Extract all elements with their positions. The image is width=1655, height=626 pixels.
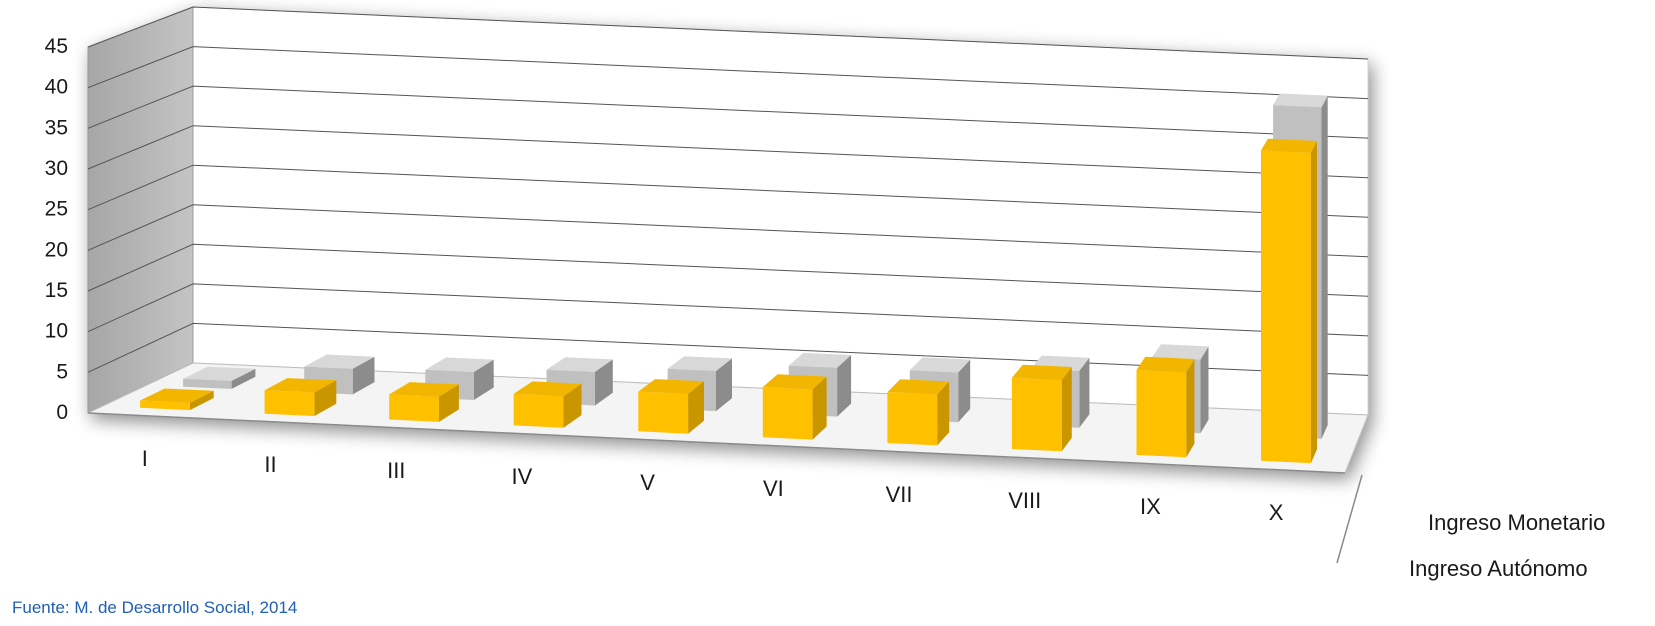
bar-front bbox=[887, 392, 938, 446]
x-tick-label: V bbox=[640, 470, 655, 495]
bar-side bbox=[688, 381, 704, 434]
bar-ingreso-monetario-I bbox=[183, 366, 256, 389]
bar-ingreso-autonomo-VIII bbox=[1011, 364, 1072, 452]
bar-top bbox=[513, 381, 582, 397]
bar-ingreso-autonomo-VII bbox=[887, 379, 950, 446]
bar-top bbox=[667, 356, 732, 371]
bar-top bbox=[1011, 364, 1072, 380]
gridline bbox=[87, 283, 1369, 337]
bar-side bbox=[439, 384, 459, 422]
bar-top bbox=[1273, 93, 1328, 108]
series-label-ingreso-autonomo: Ingreso Autónomo bbox=[1409, 556, 1588, 581]
bar-side bbox=[1310, 141, 1317, 464]
bar-top bbox=[304, 354, 375, 369]
bar-top bbox=[546, 357, 613, 372]
bar-front bbox=[264, 390, 315, 416]
gridline bbox=[87, 46, 1369, 100]
bar-front bbox=[638, 391, 689, 434]
side-wall bbox=[87, 6, 194, 414]
gridline bbox=[87, 125, 1369, 179]
x-tick-label: X bbox=[1269, 500, 1284, 525]
bar-side bbox=[937, 381, 950, 446]
gridline bbox=[87, 164, 1369, 218]
y-tick-label: 25 bbox=[45, 198, 68, 221]
x-tick-label: VIII bbox=[1008, 488, 1041, 513]
bar-top bbox=[140, 388, 214, 403]
bar-ingreso-autonomo-I bbox=[140, 388, 214, 411]
x-tick-label: II bbox=[264, 452, 276, 477]
bar-side bbox=[189, 390, 214, 411]
depth-axis-line bbox=[1336, 474, 1363, 564]
bar-front bbox=[183, 378, 232, 389]
gridline bbox=[87, 243, 1369, 297]
y-tick-label: 5 bbox=[56, 360, 68, 383]
bar-front bbox=[140, 400, 190, 411]
bar-top bbox=[1261, 138, 1317, 153]
bar-side bbox=[837, 355, 852, 417]
x-tick-label: VI bbox=[763, 476, 784, 501]
bar-ingreso-autonomo-II bbox=[264, 378, 337, 416]
bar-ingreso-autonomo-VI bbox=[762, 374, 827, 440]
bar-side bbox=[716, 358, 732, 412]
bar-side bbox=[594, 359, 613, 406]
bar-top bbox=[1136, 356, 1195, 373]
y-tick-label: 15 bbox=[45, 279, 68, 302]
bar-side bbox=[352, 356, 375, 395]
bar-top bbox=[183, 366, 256, 381]
bar-top bbox=[788, 352, 852, 368]
x-tick-label: III bbox=[387, 458, 405, 483]
bar-top bbox=[1152, 344, 1209, 360]
bar-top bbox=[264, 378, 337, 393]
bar-front bbox=[389, 394, 439, 422]
bar-front bbox=[1136, 369, 1187, 458]
bar-ingreso-autonomo-V bbox=[638, 379, 704, 434]
x-tick-label: I bbox=[142, 446, 148, 471]
bar-side bbox=[563, 383, 582, 428]
bar-side bbox=[1200, 346, 1209, 434]
x-tick-label: IV bbox=[512, 464, 533, 489]
y-tick-label: 30 bbox=[45, 157, 68, 180]
bar-side bbox=[1079, 357, 1090, 428]
x-tick-label: VII bbox=[886, 482, 913, 507]
y-tick-label: 20 bbox=[45, 238, 68, 261]
bar-top bbox=[762, 374, 827, 390]
bar-top bbox=[638, 379, 704, 394]
bar-top bbox=[909, 357, 971, 373]
source-note: Fuente: M. de Desarrollo Social, 2014 bbox=[12, 598, 298, 617]
bar-front bbox=[1261, 150, 1311, 464]
gridlines bbox=[87, 6, 1369, 376]
bar-top bbox=[887, 379, 950, 395]
gridline bbox=[87, 85, 1369, 139]
y-tick-label: 40 bbox=[45, 76, 68, 99]
series-label-ingreso-monetario: Ingreso Monetario bbox=[1428, 510, 1605, 535]
bar-side bbox=[314, 380, 337, 416]
y-tick-label: 10 bbox=[45, 320, 68, 343]
bar-side bbox=[1321, 95, 1328, 439]
bar-front bbox=[1011, 377, 1062, 452]
y-tick-label: 35 bbox=[45, 116, 68, 139]
bar-side bbox=[473, 359, 494, 400]
bar-top bbox=[425, 357, 494, 372]
x-axis-line bbox=[87, 412, 1346, 474]
gridline bbox=[87, 322, 1369, 376]
gridline bbox=[87, 204, 1369, 258]
bar-ingreso-autonomo-IX bbox=[1136, 356, 1195, 458]
y-tick-label: 45 bbox=[45, 35, 68, 58]
bar-top bbox=[389, 382, 459, 397]
bar-side bbox=[812, 376, 827, 440]
bar-ingreso-autonomo-IV bbox=[513, 381, 582, 428]
bar-side bbox=[231, 368, 256, 389]
bar-side bbox=[1186, 359, 1195, 458]
gridline bbox=[87, 6, 1369, 60]
bar-side bbox=[1061, 367, 1072, 452]
x-tick-label: IX bbox=[1140, 494, 1161, 519]
y-tick-label: 0 bbox=[56, 401, 68, 424]
bar-front bbox=[513, 393, 564, 428]
bar-ingreso-autonomo-III bbox=[389, 382, 459, 422]
bar-side bbox=[958, 359, 971, 423]
bar-front bbox=[762, 387, 813, 440]
bar-ingreso-autonomo-X bbox=[1261, 138, 1317, 464]
